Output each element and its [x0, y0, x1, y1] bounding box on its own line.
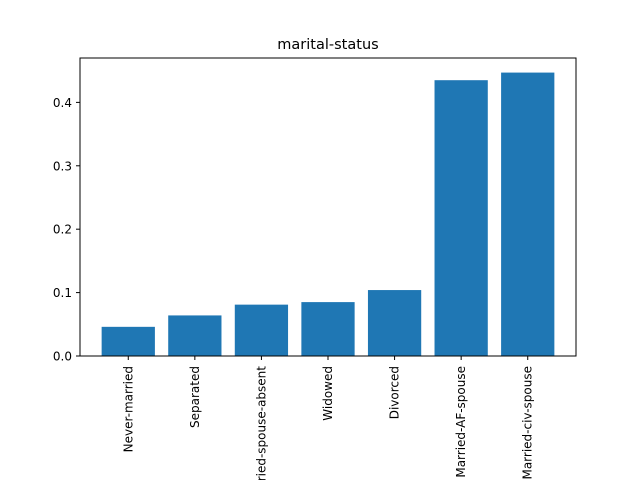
y-tick-label: 0.1 — [53, 286, 72, 300]
y-tick-label: 0.3 — [53, 159, 72, 173]
bar — [301, 302, 355, 356]
bar — [101, 326, 155, 356]
bar — [168, 315, 222, 356]
x-tick-label: Married-civ-spouse — [521, 366, 535, 480]
x-tick-label: Married-AF-spouse — [454, 366, 468, 478]
x-axis: Never-married Separated Married-spouse-abs… — [121, 356, 535, 480]
bar — [367, 290, 422, 356]
y-tick-label: 0.2 — [53, 223, 72, 237]
x-tick-label: Widowed — [321, 366, 335, 421]
x-tick-label: Married-spouse-absent — [254, 366, 268, 480]
y-axis: 0.0 0.1 0.2 0.3 0.4 — [53, 96, 80, 364]
plot-frame — [79, 57, 577, 357]
chart-title: marital-status — [277, 37, 378, 53]
x-tick-label: Never-married — [121, 366, 135, 452]
bars-group — [101, 72, 555, 356]
bar — [501, 72, 555, 356]
bar — [234, 304, 289, 356]
y-tick-label: 0.0 — [53, 350, 72, 364]
x-tick-label: Divorced — [388, 366, 402, 419]
bar — [434, 80, 488, 356]
y-tick-label: 0.4 — [53, 96, 72, 110]
x-tick-label: Separated — [188, 366, 202, 428]
